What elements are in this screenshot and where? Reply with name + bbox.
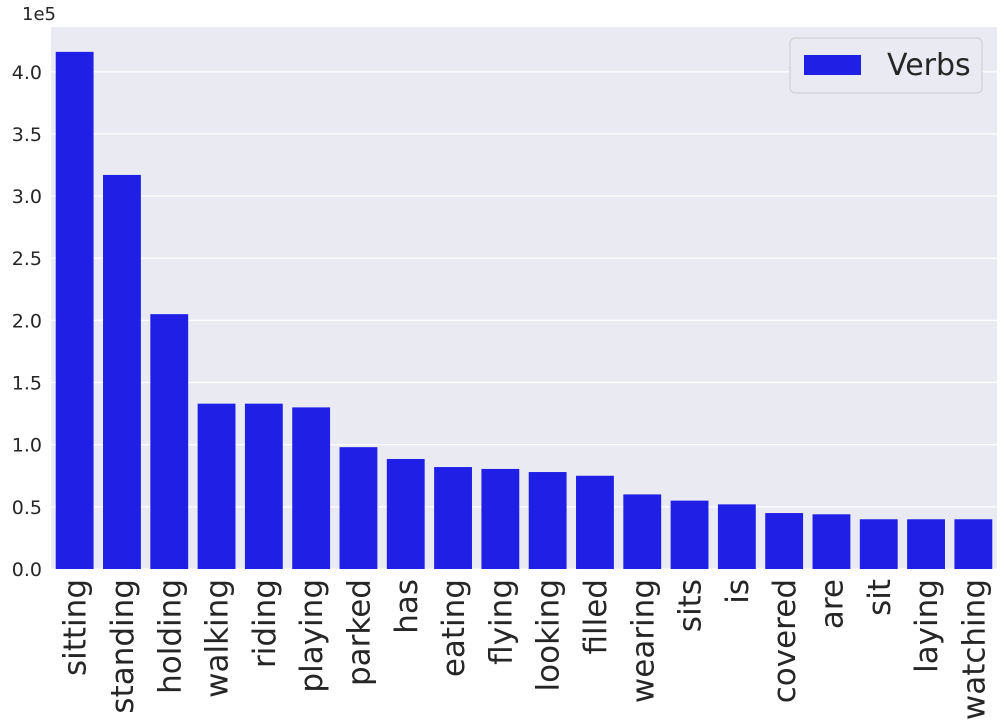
y-offset-label: 1e5 <box>22 4 56 25</box>
x-tick-label: sits <box>673 579 709 632</box>
x-tick-label: laying <box>909 579 945 673</box>
bar <box>528 472 567 569</box>
y-tick-label: 0.0 <box>12 559 42 581</box>
bar <box>765 513 804 569</box>
bar <box>623 494 662 569</box>
bar <box>55 51 94 570</box>
x-tick-label: are <box>814 579 850 629</box>
x-tick-label: has <box>389 579 425 634</box>
bar <box>150 314 189 569</box>
x-tick-label: walking <box>200 579 236 698</box>
y-tick-label: 1.5 <box>12 373 42 395</box>
bar <box>339 447 378 569</box>
x-tick-label: flying <box>483 579 519 665</box>
bar <box>292 407 331 569</box>
plot-area <box>51 27 997 569</box>
y-tick-label: 3.5 <box>12 124 42 146</box>
bar <box>103 174 141 569</box>
x-tick-label: wearing <box>625 579 661 703</box>
bar <box>717 504 756 569</box>
legend-label: Verbs <box>887 48 971 83</box>
bar <box>576 475 614 569</box>
x-tick-label: riding <box>247 579 283 668</box>
y-tick-label: 2.0 <box>12 310 42 332</box>
x-tick-label: sitting <box>58 579 94 676</box>
x-tick-label: parked <box>341 579 377 686</box>
y-tick-label: 1.0 <box>12 435 42 457</box>
bar <box>197 403 236 569</box>
bar <box>481 468 520 569</box>
x-tick-label: covered <box>767 579 803 703</box>
bar <box>434 467 472 569</box>
y-tick-label: 0.5 <box>12 497 42 519</box>
x-tick-label: playing <box>294 579 330 693</box>
y-tick-label: 3.0 <box>12 186 42 208</box>
x-tick-label: holding <box>152 579 188 694</box>
bar <box>812 514 851 569</box>
x-tick-label: eating <box>436 579 472 677</box>
bar <box>244 403 283 569</box>
legend-box <box>789 37 983 94</box>
bar <box>670 500 709 569</box>
x-tick-label: looking <box>531 579 567 691</box>
y-tick-label: 2.5 <box>12 248 42 270</box>
x-tick-label: watching <box>956 579 992 720</box>
legend-swatch <box>804 55 861 75</box>
x-tick-label: sit <box>862 579 898 616</box>
bar <box>386 458 425 569</box>
x-tick-label: is <box>720 579 756 604</box>
bar <box>954 519 993 569</box>
bar <box>859 519 898 569</box>
y-tick-label: 4.0 <box>12 62 42 84</box>
bar <box>907 519 945 569</box>
x-tick-label: standing <box>105 579 141 714</box>
x-tick-label: filled <box>578 579 614 655</box>
